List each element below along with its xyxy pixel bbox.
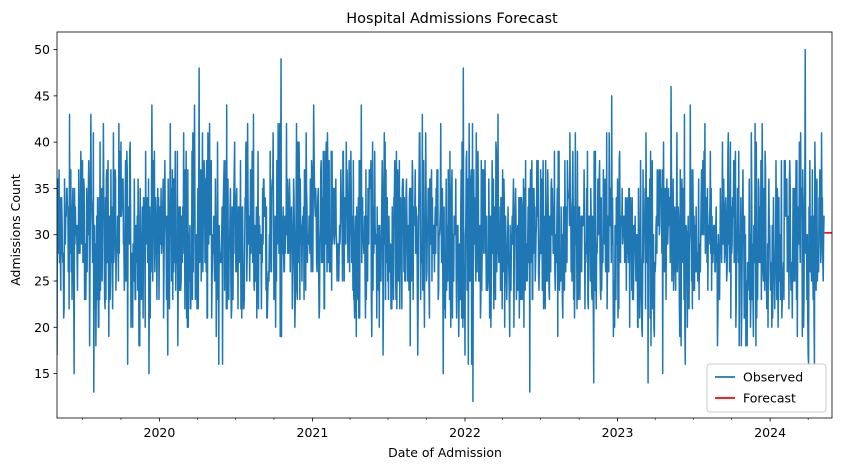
y-tick-label: 35: [34, 181, 50, 196]
legend-label-observed: Observed: [743, 370, 803, 385]
x-tick-label: 2021: [297, 425, 329, 440]
axes-frame: [56, 31, 833, 419]
legend-box: [706, 363, 827, 413]
legend: Observed Forecast: [706, 363, 827, 413]
x-tick-label: 2022: [449, 425, 481, 440]
x-tick-label: 2020: [144, 425, 176, 440]
y-tick-label: 25: [34, 274, 50, 289]
y-tick-label: 50: [34, 42, 50, 57]
y-tick-label: 40: [34, 135, 50, 150]
y-tick-label: 20: [34, 320, 50, 335]
observed-series-line: [57, 48, 825, 403]
x-tick-label: 2023: [602, 425, 634, 440]
chart-title: Hospital Admissions Forecast: [346, 11, 558, 27]
x-axis-label: Date of Admission: [388, 445, 502, 460]
x-tick-label: 2024: [754, 425, 786, 440]
y-tick-label: 15: [34, 366, 50, 381]
y-tick-label: 45: [34, 88, 50, 103]
y-tick-label: 30: [34, 227, 50, 242]
legend-label-forecast: Forecast: [743, 391, 796, 406]
y-axis-label: Admissions Count: [8, 174, 23, 286]
plot-area: 15 20 25 30 35 40 45 50 2020 2021 2022 2023 2024: [34, 31, 833, 440]
